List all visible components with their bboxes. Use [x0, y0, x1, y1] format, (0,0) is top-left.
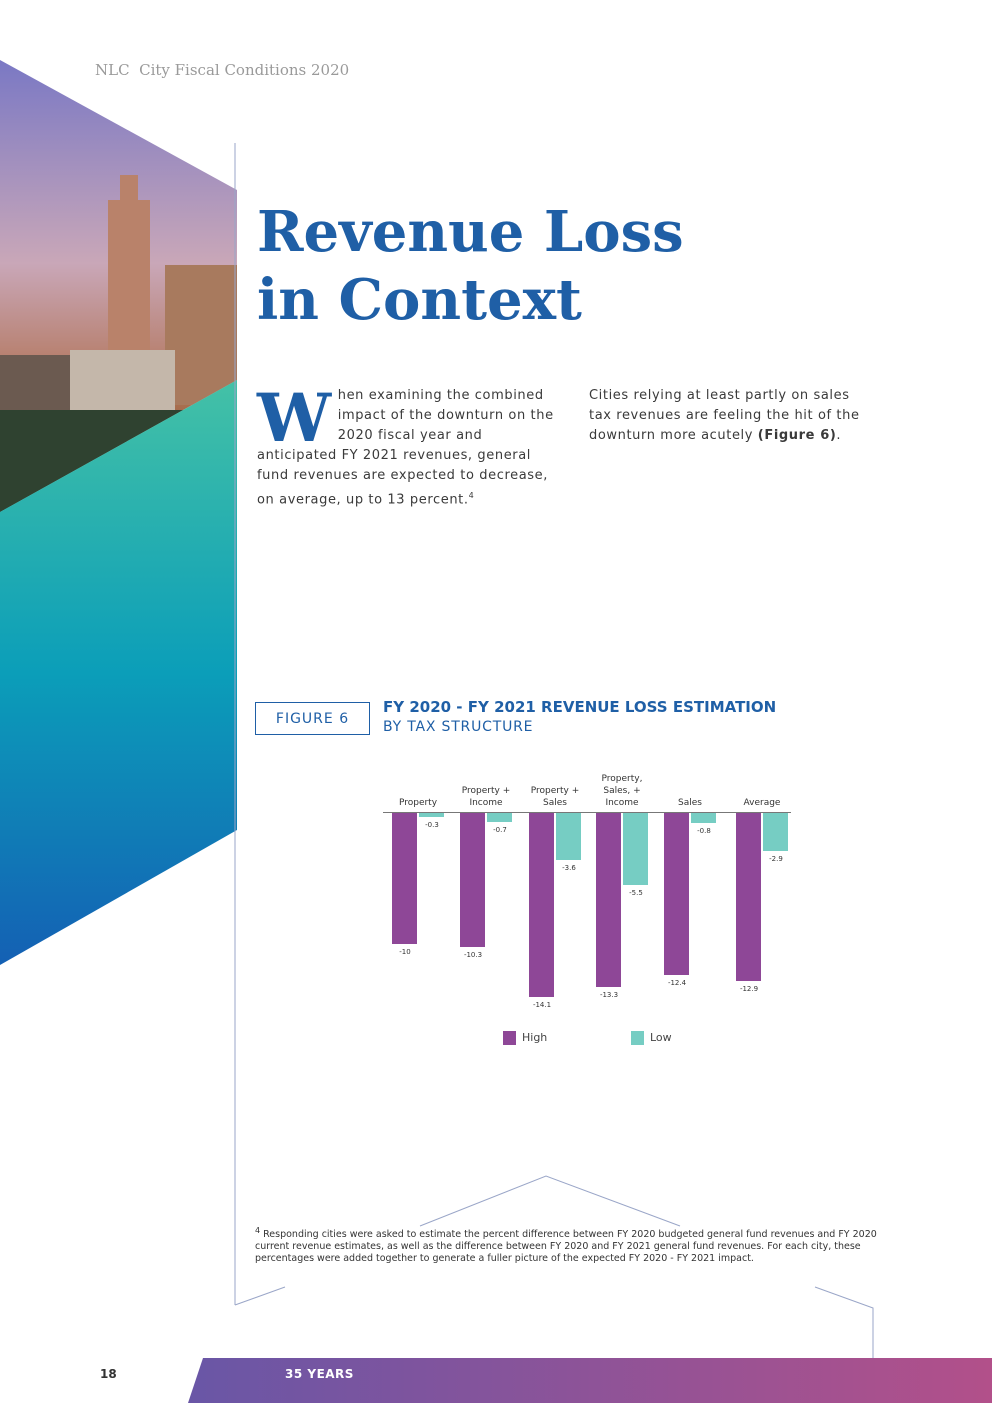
footnote-text: Responding cities were asked to estimate…: [255, 1229, 877, 1265]
legend-swatch: [503, 1031, 516, 1045]
title-line: in Context: [257, 267, 582, 333]
bar: [529, 813, 554, 997]
chart-subtitle: BY TAX STRUCTURE: [383, 719, 534, 735]
value-label: -10: [399, 947, 411, 956]
category-label: Property: [398, 798, 438, 808]
value-label: -12.9: [739, 985, 759, 994]
chart: Property -10 -0.3 Property + Income -10.3 -0.…: [383, 774, 791, 1045]
page-number: 18: [100, 1367, 117, 1381]
value-label: -13.3: [599, 990, 619, 999]
value-label: -0.8: [697, 827, 711, 836]
value-label: -12.4: [667, 978, 687, 987]
category-label: Property + Sales: [530, 786, 580, 808]
category-label: Average: [743, 798, 781, 808]
value-label: -5.5: [629, 888, 643, 897]
category-label: Property, Sales, + Income: [601, 774, 643, 808]
legend-swatch: [631, 1031, 644, 1045]
footnote: 4 Responding cities were asked to estima…: [255, 1225, 890, 1265]
paragraph-text: hen examining the combined impact of the…: [257, 388, 554, 508]
bar: [736, 813, 761, 982]
value-label: -0.3: [425, 820, 439, 829]
bar: [763, 813, 788, 851]
paragraph-end: .: [836, 428, 842, 443]
footer-tag: 35 YEARS: [285, 1367, 354, 1381]
bar: [419, 813, 444, 817]
value-label: -2.9: [769, 854, 783, 863]
bar: [596, 813, 621, 987]
paragraph-text: Cities relying at least partly on sales …: [589, 388, 860, 443]
bar: [460, 813, 485, 948]
value-label: -3.6: [562, 863, 576, 872]
bar: [556, 813, 581, 860]
baseline: [383, 812, 791, 813]
page-title: Revenue Loss in Context: [257, 198, 684, 334]
category-label: Property + Income: [461, 786, 511, 808]
category-label: Sales: [678, 798, 702, 808]
bar: [487, 813, 512, 823]
running-header: NLC City Fiscal Conditions 2020: [95, 61, 350, 79]
value-label: -10.3: [463, 951, 483, 960]
footnote-marker: 4: [255, 1226, 261, 1235]
chart-title: FY 2020 - FY 2021 REVENUE LOSS ESTIMATIO…: [383, 698, 777, 716]
bar: [623, 813, 648, 885]
figure-ref: (Figure 6): [757, 428, 837, 443]
bar: [664, 813, 689, 975]
legend-label: Low: [650, 1031, 672, 1044]
value-label: -14.1: [532, 1001, 552, 1009]
value-label: -0.7: [493, 826, 507, 835]
bar: [392, 813, 417, 944]
legend-label: High: [522, 1031, 548, 1044]
footnote-ref: 4: [468, 491, 475, 500]
bar: [691, 813, 716, 824]
drop-cap: W: [257, 379, 332, 457]
paragraph: Cities relying at least partly on sales …: [589, 386, 874, 446]
figure-label: FIGURE 6: [255, 702, 370, 735]
title-line: Revenue Loss: [257, 199, 684, 265]
